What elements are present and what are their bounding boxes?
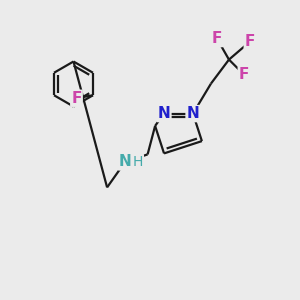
Text: N: N [119,154,131,169]
Text: N: N [158,106,170,121]
Text: F: F [212,31,222,46]
Text: N: N [187,106,199,121]
Text: F: F [245,34,255,49]
Text: H: H [133,155,143,169]
Text: F: F [71,91,82,106]
Text: F: F [239,67,249,82]
